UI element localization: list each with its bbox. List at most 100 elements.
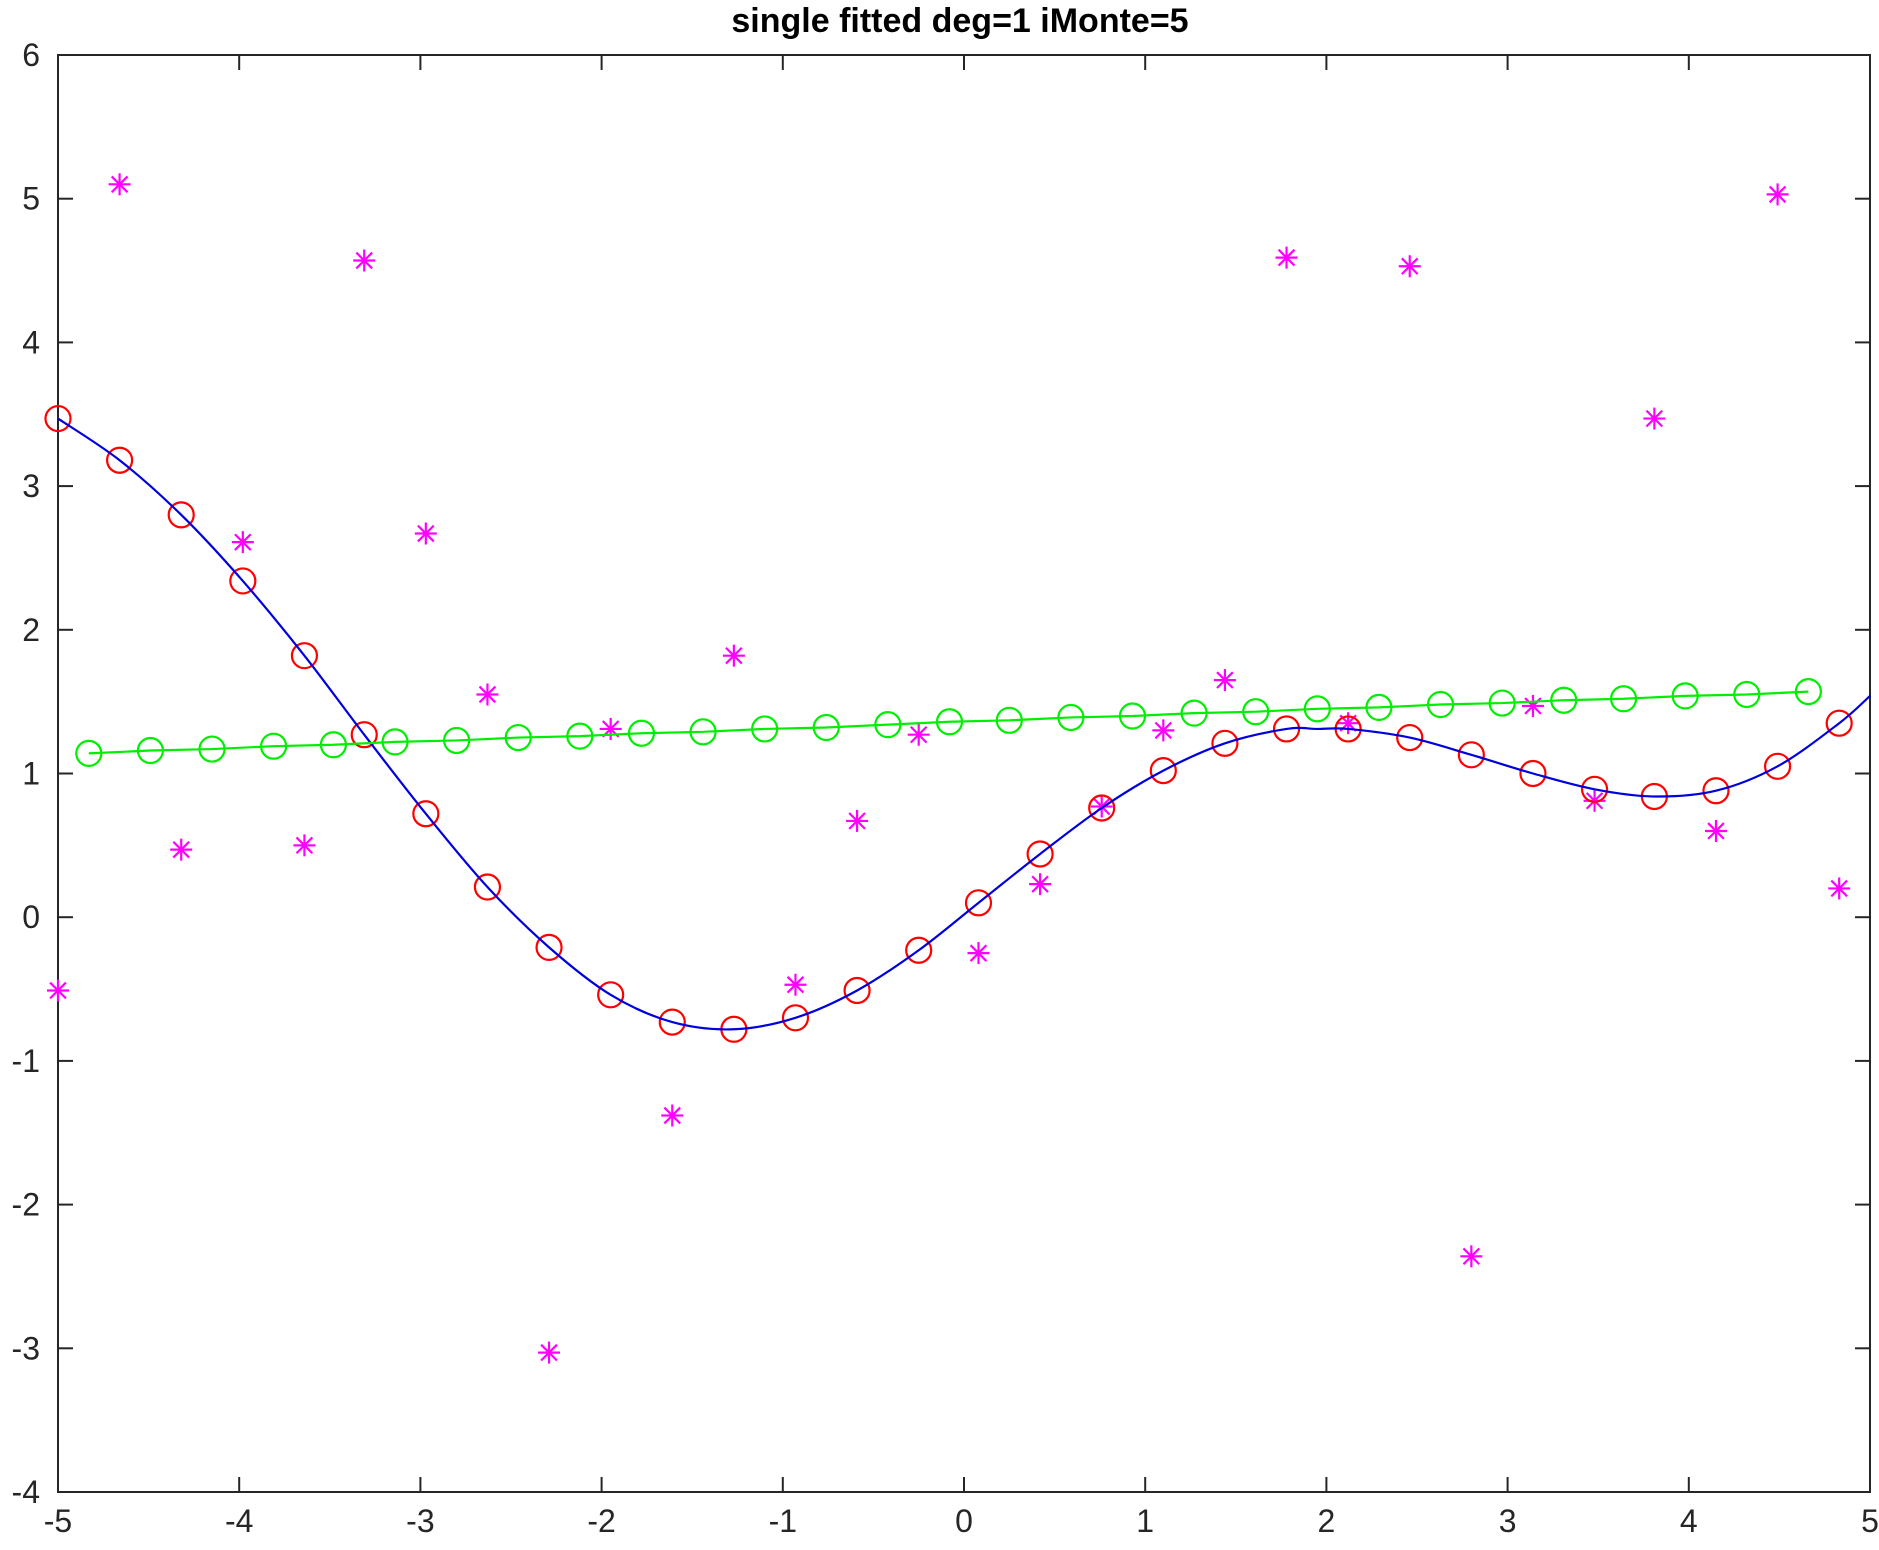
- x-tick-label: 2: [1318, 1503, 1336, 1539]
- true-value-point: [106, 446, 134, 474]
- linear-fit-point: [1609, 685, 1638, 713]
- true-value-point: [44, 404, 72, 433]
- data-series: [44, 173, 1871, 1364]
- asterisk-marker: [1029, 873, 1052, 896]
- asterisk-stroke: [969, 944, 988, 962]
- asterisk-marker: [1521, 694, 1544, 717]
- linear-fit-point: [1488, 689, 1516, 717]
- linear-fit-point: [566, 722, 594, 750]
- linear-fit-point: [874, 711, 902, 739]
- linear-fit-point: [381, 728, 409, 756]
- asterisk-stroke: [786, 976, 805, 994]
- linear-fit-point: [1057, 703, 1085, 732]
- true-value-point: [781, 1004, 810, 1032]
- true-value-point: [964, 889, 993, 917]
- x-tick-label: -5: [44, 1503, 72, 1539]
- asterisk-marker: [967, 942, 990, 965]
- x-tick-label: 4: [1680, 1503, 1698, 1539]
- x-tick-label: 1: [1136, 1503, 1154, 1539]
- true-value-point: [535, 933, 563, 961]
- asterisk-marker: [1398, 255, 1421, 278]
- asterisk-stroke: [1031, 875, 1049, 893]
- linear-fit-point: [504, 723, 532, 752]
- series-3: [75, 677, 1822, 767]
- linear-fit-point: [751, 715, 779, 743]
- linear-fit-point: [319, 731, 348, 759]
- x-tick-label: -4: [225, 1503, 253, 1539]
- asterisk-stroke: [49, 981, 67, 1000]
- asterisk-marker: [170, 838, 193, 861]
- linear-fit-point: [198, 735, 226, 763]
- true-value-point: [1580, 775, 1609, 803]
- linear-fit-point: [1180, 699, 1208, 727]
- true-value-point: [597, 981, 625, 1009]
- y-tick-label: -3: [12, 1330, 40, 1366]
- asterisk-stroke: [1277, 248, 1296, 267]
- asterisk-stroke: [110, 175, 129, 194]
- true-value-point: [1149, 757, 1177, 785]
- y-tick-label: 4: [22, 324, 40, 360]
- asterisk-stroke: [663, 1106, 681, 1125]
- y-tick-label: 3: [22, 468, 40, 504]
- plot-area-box: [57, 54, 1871, 1493]
- x-tick-label: -2: [587, 1503, 615, 1539]
- true-value-point: [473, 873, 502, 901]
- linear-fit-line: [88, 690, 1809, 755]
- asterisk-stroke: [234, 533, 252, 551]
- x-tick-label: 0: [955, 1503, 973, 1539]
- y-tick-label: 5: [22, 181, 40, 217]
- true-value-point: [1519, 759, 1547, 788]
- y-tick-label: -4: [12, 1474, 40, 1510]
- true-value-point: [1088, 794, 1116, 822]
- asterisk-stroke: [1216, 671, 1234, 689]
- asterisk-marker: [784, 973, 807, 996]
- linear-fit-point: [443, 726, 471, 755]
- asterisk-stroke: [1645, 409, 1664, 428]
- linear-fit-point: [627, 719, 656, 747]
- asterisk-marker: [1643, 407, 1666, 430]
- asterisk-stroke: [355, 251, 373, 270]
- asterisk-marker: [293, 834, 316, 857]
- true-value-point: [167, 501, 195, 529]
- asterisk-marker: [47, 979, 69, 1002]
- asterisk-stroke: [172, 840, 190, 859]
- x-tick-label: -3: [406, 1503, 434, 1539]
- asterisk-stroke: [725, 646, 743, 665]
- asterisk-stroke: [910, 726, 928, 744]
- asterisk-marker: [661, 1104, 684, 1127]
- linear-fit-point: [812, 713, 840, 742]
- asterisk-stroke: [1830, 879, 1848, 898]
- asterisk-stroke: [417, 524, 435, 543]
- asterisk-stroke: [1768, 185, 1787, 204]
- x-tick-label: 5: [1861, 1503, 1879, 1539]
- true-value-point: [1702, 777, 1730, 805]
- x-tick-label: -1: [769, 1503, 797, 1539]
- asterisk-marker: [1766, 183, 1789, 206]
- linear-fit-point: [1733, 680, 1761, 709]
- linear-fit-point: [260, 732, 288, 760]
- asterisk-stroke: [478, 685, 497, 704]
- y-tick-label: 1: [22, 756, 40, 792]
- true-value-point: [1457, 741, 1485, 769]
- true-value-point: [1026, 840, 1054, 868]
- true-value-point: [843, 976, 871, 1005]
- asterisk-marker: [907, 723, 930, 746]
- true-value-point: [1396, 723, 1424, 752]
- linear-fit-point: [1550, 686, 1578, 714]
- true-value-point: [290, 642, 319, 670]
- asterisk-marker: [108, 173, 131, 196]
- linear-fit-point: [1794, 677, 1822, 706]
- asterisk-stroke: [848, 812, 866, 830]
- y-tick-label: -2: [12, 1187, 40, 1223]
- true-value-point: [1211, 729, 1239, 757]
- asterisk-stroke: [295, 836, 314, 855]
- asterisk-marker: [1152, 719, 1175, 742]
- asterisk-marker: [476, 683, 499, 706]
- asterisk-marker: [1828, 877, 1851, 900]
- linear-fit-point: [1242, 698, 1270, 726]
- asterisk-marker: [722, 644, 745, 667]
- chart-title: single fitted deg=1 iMonte=5: [731, 2, 1188, 40]
